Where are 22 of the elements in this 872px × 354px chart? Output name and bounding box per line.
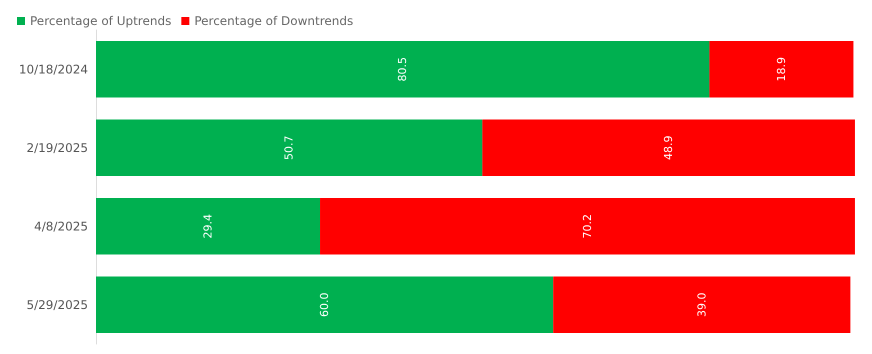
data-label: 18.9	[774, 57, 788, 82]
bar	[96, 276, 554, 334]
y-tick-label: 5/29/2025	[26, 298, 88, 312]
bar	[482, 119, 855, 176]
bar	[96, 40, 710, 98]
bar	[709, 40, 854, 98]
legend-label: Percentage of Uptrends	[30, 14, 172, 28]
bar	[96, 198, 320, 255]
bar	[553, 276, 850, 334]
bar	[320, 198, 855, 255]
data-label: 70.2	[580, 214, 594, 238]
y-tick-label: 10/18/2024	[18, 62, 88, 76]
data-label: 50.7	[282, 136, 296, 160]
data-label: 48.9	[662, 136, 676, 160]
y-tick-label: 2/19/2025	[26, 140, 88, 155]
data-label: 29.4	[202, 214, 215, 238]
data-label: 39.0	[695, 292, 708, 317]
y-tick-label: 4/8/2025	[34, 219, 88, 234]
bar	[96, 119, 482, 176]
data-label: 80.5	[396, 57, 410, 82]
data-label: 60.0	[318, 292, 332, 317]
legend-label: Percentage of Downtrends	[194, 14, 354, 28]
